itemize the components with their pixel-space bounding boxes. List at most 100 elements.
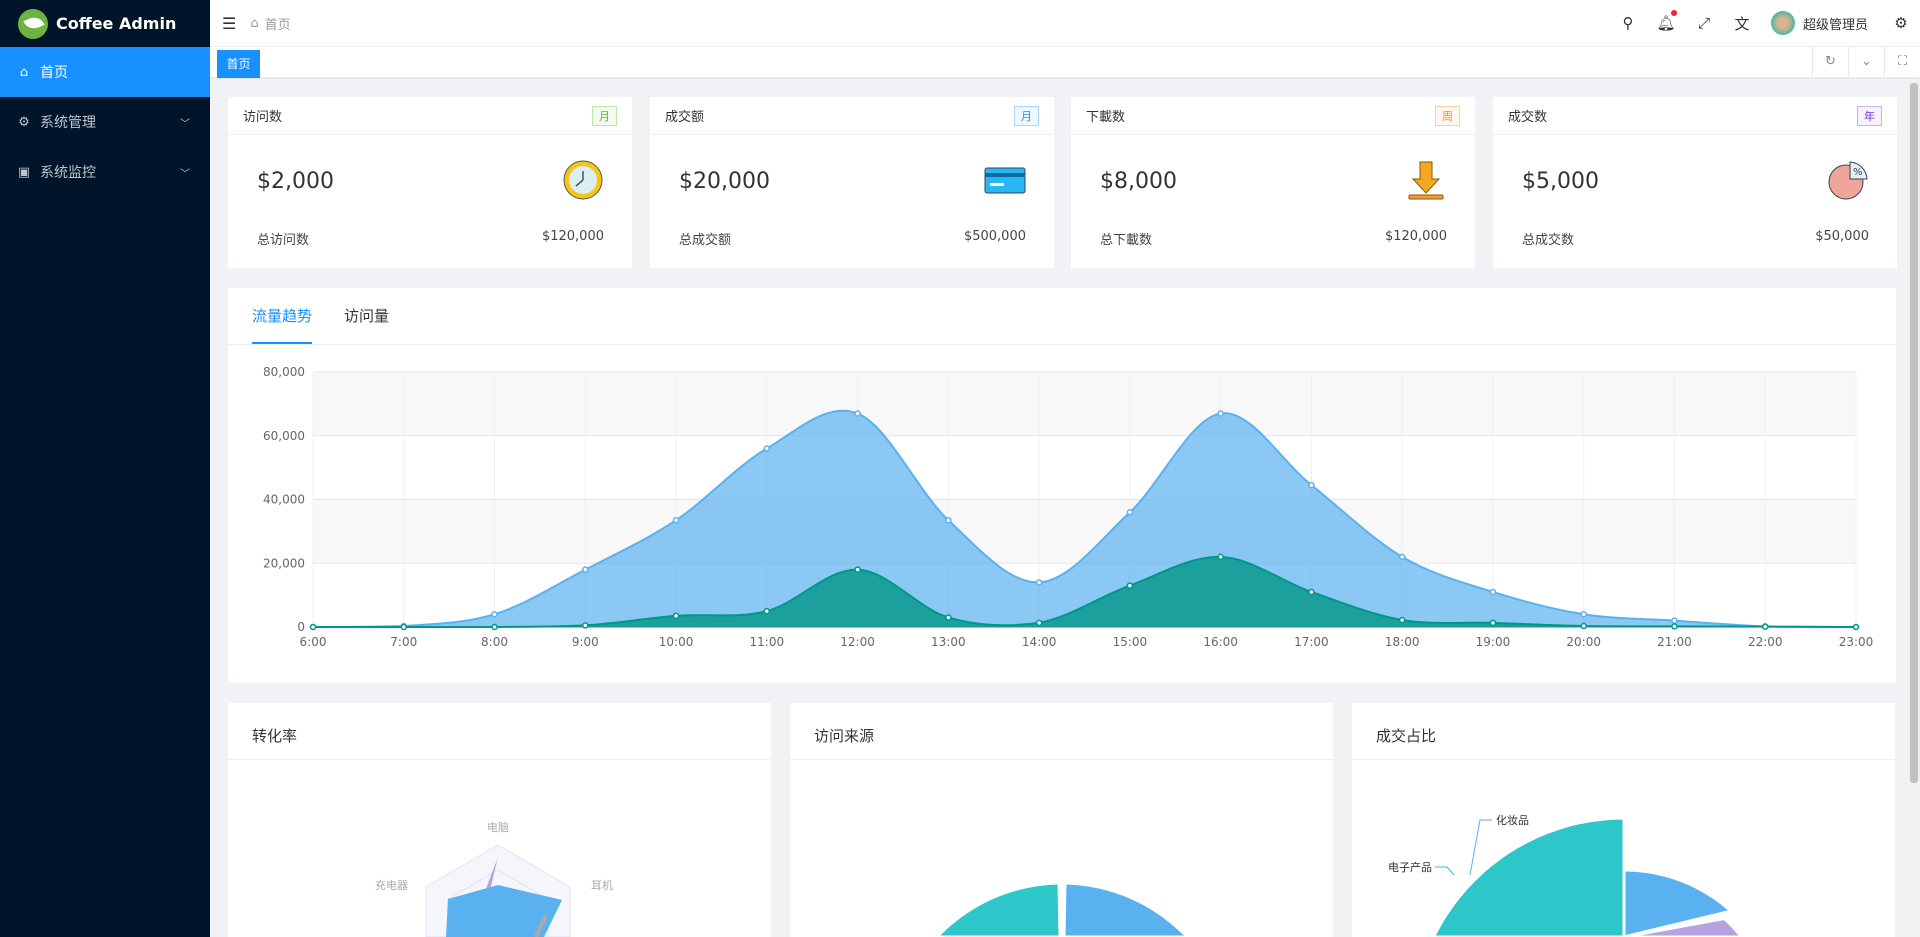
- card-title: 成交额: [665, 110, 705, 125]
- y-tick-label: 80,000: [263, 365, 305, 379]
- card-value: $20,000: [679, 169, 770, 194]
- bell-icon[interactable]: 🔔︎: [1647, 10, 1685, 32]
- y-tick-label: 40,000: [263, 493, 305, 507]
- x-tick-label: 13:00: [931, 635, 966, 649]
- x-tick-label: 10:00: [659, 635, 694, 649]
- card-value: $5,000: [1522, 169, 1599, 194]
- traffic-chart-panel: 流量趋势 访问量 0 20,000 40,000 60,000 80,000 6:00 7:…: [228, 288, 1896, 683]
- tab-traffic-trend[interactable]: 流量趋势: [252, 305, 313, 344]
- scrollbar[interactable]: [1908, 79, 1920, 937]
- home-icon: ⌂: [19, 64, 29, 80]
- refresh-icon[interactable]: ↻: [1812, 47, 1848, 77]
- deal-ratio-panel: 成交占比 电子产品 化妆品: [1352, 703, 1895, 937]
- period-badge: 周: [1435, 105, 1460, 126]
- breadcrumb-item[interactable]: 首页: [264, 17, 291, 33]
- tab-home[interactable]: 首页: [217, 50, 260, 78]
- card-title: 下載数: [1086, 110, 1126, 125]
- data-point: [582, 622, 589, 629]
- sidebar-item-system-management[interactable]: ⚙ 系统管理 ﹀: [0, 97, 210, 147]
- data-point: [1580, 611, 1587, 618]
- traffic-area-chart: 0 20,000 40,000 60,000 80,000 6:00 7:00 8:00 9:0…: [263, 365, 1874, 649]
- rose-pie-chart: 电子产品 化妆品: [1388, 813, 1774, 937]
- app-title: Coffee Admin: [56, 14, 177, 33]
- y-tick-label: 0: [297, 620, 305, 634]
- card-value: $2,000: [257, 169, 334, 194]
- maximize-icon[interactable]: ⛶: [1884, 47, 1920, 77]
- data-point: [1035, 579, 1043, 586]
- settings-gear-icon[interactable]: ⚙: [1894, 14, 1908, 32]
- avatar[interactable]: [1770, 11, 1795, 35]
- tab-visits[interactable]: 访问量: [344, 307, 390, 325]
- card-value: $8,000: [1100, 169, 1177, 194]
- data-point: [1489, 619, 1497, 627]
- x-tick-label: 18:00: [1385, 635, 1420, 649]
- x-tick-label: 19:00: [1476, 635, 1511, 649]
- x-tick-label: 15:00: [1113, 635, 1148, 649]
- home-icon: ⌂: [250, 15, 259, 31]
- data-point: [582, 566, 589, 573]
- card-footer-label: 总成交数: [1522, 233, 1575, 248]
- x-tick-label: 11:00: [750, 635, 785, 649]
- sidebar-item-system-monitor[interactable]: ▣ 系统监控 ﹀: [0, 147, 210, 197]
- stat-card: 成交额 月 $20,000 总成交额 $500,000: [650, 97, 1054, 268]
- fullscreen-icon[interactable]: ⤢: [1697, 14, 1710, 32]
- stat-card: 下載数 周 $8,000 总下載数 $120,000: [1071, 97, 1475, 268]
- search-icon[interactable]: ⚲: [1622, 14, 1634, 32]
- notification-dot: [1670, 10, 1677, 16]
- grid-band: [313, 372, 1856, 436]
- clock-icon: [563, 160, 603, 200]
- scrollbar-thumb[interactable]: [1910, 83, 1918, 783]
- chevron-down-icon[interactable]: ⌄: [1848, 47, 1884, 77]
- card-title: 成交数: [1508, 110, 1548, 125]
- pie-slice: [1412, 816, 1626, 937]
- card-footer-value: $120,000: [541, 229, 604, 244]
- data-point: [1852, 623, 1860, 631]
- chevron-down-icon: ﹀: [180, 168, 190, 180]
- credit-card-icon: [984, 167, 1026, 194]
- translate-icon[interactable]: 文: [1734, 14, 1750, 33]
- svg-text:%: %: [1853, 167, 1863, 178]
- chevron-down-icon: ﹀: [180, 118, 190, 130]
- data-point: [1761, 623, 1769, 630]
- x-tick-label: 22:00: [1748, 635, 1783, 649]
- stat-card: 成交数 年 $5,000 % 总成交数 $50,000: [1493, 97, 1897, 268]
- stat-card: 访问数 月 $2,000 总访问数 $120,000: [228, 97, 632, 268]
- data-point: [1489, 588, 1497, 596]
- card-title: 访问数: [243, 110, 283, 125]
- pie-label: 电子产品: [1388, 860, 1432, 874]
- pie-slice: [1622, 868, 1735, 937]
- x-tick-label: 7:00: [390, 635, 417, 649]
- donut-chart: [890, 881, 1234, 937]
- x-tick-label: 8:00: [481, 635, 508, 649]
- download-icon: [1408, 161, 1444, 200]
- x-tick-label: 20:00: [1566, 635, 1601, 649]
- data-point: [1126, 509, 1134, 516]
- x-tick-label: 17:00: [1294, 635, 1329, 649]
- user-name[interactable]: 超级管理员: [1802, 17, 1868, 33]
- x-tick-label: 23:00: [1839, 635, 1874, 649]
- data-point: [309, 623, 317, 631]
- data-point: [1671, 623, 1678, 630]
- leaf-logo-icon: [18, 8, 48, 39]
- pie-label: 化妆品: [1496, 813, 1529, 827]
- tabs-bar: 首页 ↻ ⌄ ⛶: [210, 47, 1920, 79]
- sidebar-item-label: 系统监控: [40, 165, 96, 181]
- card-footer-label: 总访问数: [257, 233, 310, 248]
- data-point: [854, 410, 861, 417]
- donut-slice: [916, 881, 1062, 937]
- data-point: [1308, 588, 1315, 596]
- series-area: [313, 410, 1856, 627]
- period-badge: 月: [1014, 105, 1039, 126]
- panel-title: 转化率: [228, 703, 771, 760]
- data-point: [672, 516, 680, 524]
- logo[interactable]: Coffee Admin: [0, 0, 210, 47]
- menu-fold-icon[interactable]: ☰: [222, 13, 237, 33]
- data-point: [1217, 553, 1224, 561]
- data-point: [763, 607, 771, 615]
- card-footer-label: 总成交额: [679, 233, 732, 248]
- header: ☰ ⌂ 首页 ⚲ 🔔︎ ⤢ 文 超级管理员 ⚙: [210, 0, 1920, 47]
- sidebar-item-home[interactable]: ⌂ 首页: [0, 47, 210, 97]
- sidebar: Coffee Admin ⌂ 首页 ⚙ 系统管理 ﹀ ▣ 系统监控 ﹀: [0, 0, 210, 937]
- data-point: [1035, 619, 1043, 627]
- radar-label: 充电器: [375, 878, 408, 892]
